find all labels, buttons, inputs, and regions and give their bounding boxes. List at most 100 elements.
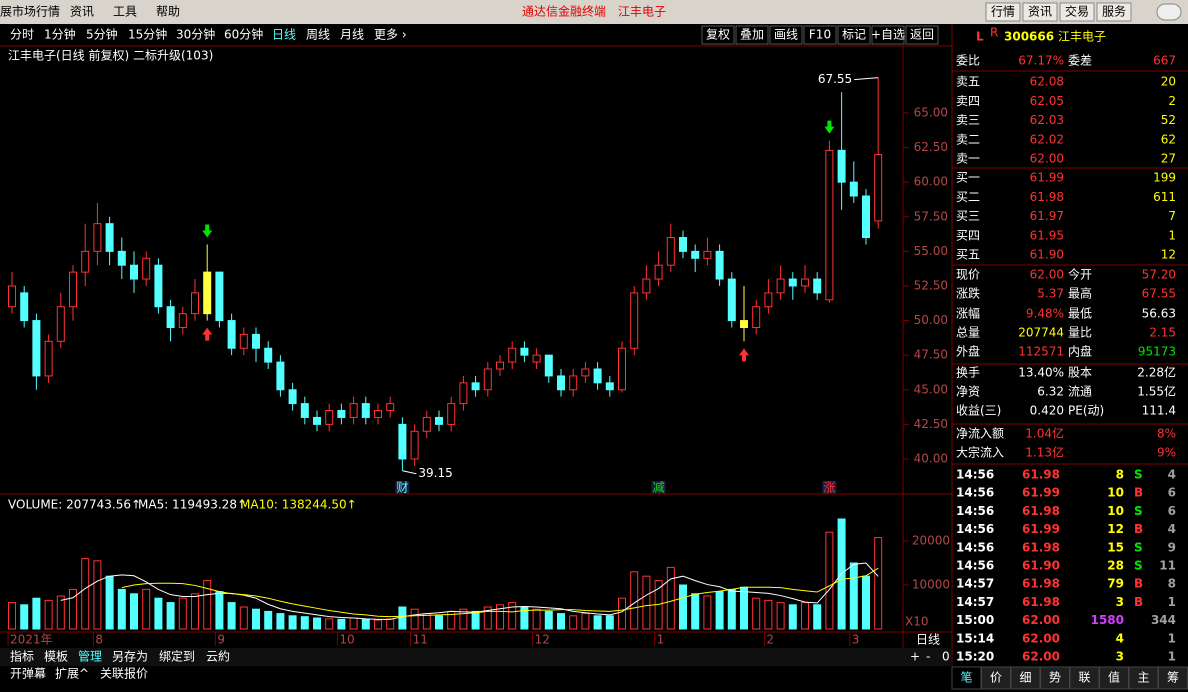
- candle-body: [630, 292, 639, 349]
- stat-value: 2.15: [1149, 326, 1176, 340]
- volume-bar: [215, 591, 224, 630]
- trade-time: 15:00: [956, 613, 994, 627]
- zoom-button[interactable]: 0: [942, 650, 950, 664]
- period-tab[interactable]: 1分钟: [44, 27, 76, 42]
- period-tab[interactable]: 5分钟: [86, 27, 118, 42]
- tab-label[interactable]: 笔: [960, 670, 972, 685]
- menu-button-label[interactable]: 行情: [991, 5, 1015, 19]
- stat-value: 0.420: [1030, 404, 1064, 418]
- sell-label: 卖二: [956, 132, 980, 146]
- bottom-bar: [0, 648, 952, 666]
- tab-label[interactable]: 价: [990, 671, 1002, 685]
- volume-bar: [483, 606, 492, 630]
- bottom-tab[interactable]: 另存为: [112, 650, 148, 664]
- tool-button[interactable]: [905, 25, 939, 45]
- high-label: 67.55: [818, 72, 852, 86]
- bottom-tab[interactable]: 关联报价: [100, 666, 148, 681]
- period-tab[interactable]: 分时: [10, 28, 34, 42]
- bottom-tab[interactable]: 模板: [44, 650, 68, 664]
- zoom-button[interactable]: -: [926, 650, 930, 664]
- tab-label[interactable]: 势: [1049, 671, 1061, 685]
- buy-price: 61.97: [1030, 209, 1064, 223]
- candle-body: [508, 347, 517, 363]
- stock-name: 江丰电子: [1058, 30, 1106, 44]
- candle-body: [288, 389, 297, 405]
- period-tab[interactable]: 15分钟: [128, 27, 167, 42]
- candle-body: [337, 410, 346, 418]
- trade-price: 61.98: [1022, 595, 1060, 609]
- stat-label: PE(动): [1068, 404, 1104, 418]
- bottom-tab[interactable]: 云約: [206, 649, 230, 664]
- menu-button[interactable]: [985, 2, 1021, 22]
- tool-button-label[interactable]: 叠加: [740, 28, 764, 42]
- stat-value: 111.4: [1142, 404, 1176, 418]
- menu-button-label[interactable]: 服务: [1102, 4, 1126, 19]
- stat-value: 1.55亿: [1137, 384, 1176, 399]
- period-tab[interactable]: 日线: [272, 28, 296, 42]
- candle-body: [447, 403, 456, 425]
- tool-button[interactable]: [871, 25, 905, 45]
- close-button[interactable]: [1156, 3, 1182, 21]
- volume-bar: [679, 584, 687, 630]
- stat-label: 内盘: [1068, 344, 1092, 359]
- tool-button[interactable]: [701, 25, 735, 45]
- buy-volume: 7: [1168, 209, 1176, 223]
- volume-bar: [130, 593, 138, 630]
- bottom-tab[interactable]: 绑定到: [159, 649, 195, 664]
- bottom-tab[interactable]: 管理: [78, 649, 102, 664]
- menu-button[interactable]: [1096, 2, 1132, 22]
- tab-label[interactable]: 联: [1078, 671, 1090, 685]
- menu-button-label[interactable]: 资讯: [1028, 5, 1052, 19]
- menu-item[interactable]: 工具: [113, 5, 137, 19]
- period-tab[interactable]: 30分钟: [176, 27, 215, 42]
- trade-count: 1: [1168, 650, 1176, 664]
- period-tab[interactable]: 周线: [306, 28, 330, 42]
- tool-button[interactable]: [769, 25, 803, 45]
- zoom-button[interactable]: +: [910, 650, 920, 664]
- volume-bar: [337, 618, 346, 630]
- tab-label[interactable]: 值: [1108, 670, 1120, 685]
- trade-volume: 28: [1107, 559, 1124, 573]
- tool-button[interactable]: [803, 25, 837, 45]
- volume-bar: [459, 608, 468, 630]
- x-tick-label: 2021年: [10, 633, 53, 647]
- stat-label: 总量: [956, 326, 980, 340]
- tool-button-label[interactable]: 复权: [706, 28, 730, 42]
- period-tab[interactable]: 月线: [340, 28, 364, 42]
- tab-label[interactable]: 细: [1019, 671, 1031, 685]
- menu-item[interactable]: 资讯: [70, 5, 94, 19]
- volume-bar: [56, 595, 65, 630]
- menu-item[interactable]: 帮助: [156, 5, 180, 19]
- volume-bar: [239, 606, 248, 630]
- tool-button[interactable]: [837, 25, 871, 45]
- menu-button[interactable]: [1022, 2, 1058, 22]
- tool-button-label[interactable]: 标记: [842, 28, 866, 42]
- tab-label[interactable]: 筹: [1167, 671, 1179, 685]
- tool-button-label[interactable]: 返回: [910, 28, 934, 42]
- tool-button[interactable]: [735, 25, 769, 45]
- trade-side: S: [1134, 504, 1143, 518]
- menu-button[interactable]: [1059, 2, 1095, 22]
- tool-button-label[interactable]: F10: [809, 28, 831, 42]
- bottom-tab[interactable]: 扩展^: [55, 667, 89, 681]
- tool-button-label[interactable]: +自选: [871, 28, 905, 42]
- volume-tick-label: 20000: [912, 534, 950, 548]
- trade-price: 61.98: [1022, 577, 1060, 591]
- period-tab[interactable]: 更多 ›: [374, 28, 407, 42]
- menu-item[interactable]: 扩展市场行情: [0, 4, 60, 19]
- volume-bar: [398, 606, 407, 630]
- stat-value: 1.13亿: [1025, 445, 1064, 460]
- y-tick-label: 40.00: [914, 451, 948, 465]
- tool-button-label[interactable]: 画线: [774, 28, 798, 42]
- tab-label[interactable]: 主: [1137, 671, 1149, 685]
- menu-button-label[interactable]: 交易: [1065, 4, 1089, 19]
- sell-arrow: [824, 120, 835, 134]
- trade-count: 1: [1168, 595, 1176, 609]
- bottom-tab[interactable]: 开弹幕: [10, 667, 46, 681]
- stat-value: 8%: [1157, 427, 1176, 441]
- period-tab[interactable]: 60分钟: [224, 27, 263, 42]
- volume-bar: [386, 618, 395, 630]
- trade-count: 6: [1168, 504, 1176, 518]
- buy-label: 买四: [956, 228, 980, 242]
- bottom-tab[interactable]: 指标: [10, 649, 34, 664]
